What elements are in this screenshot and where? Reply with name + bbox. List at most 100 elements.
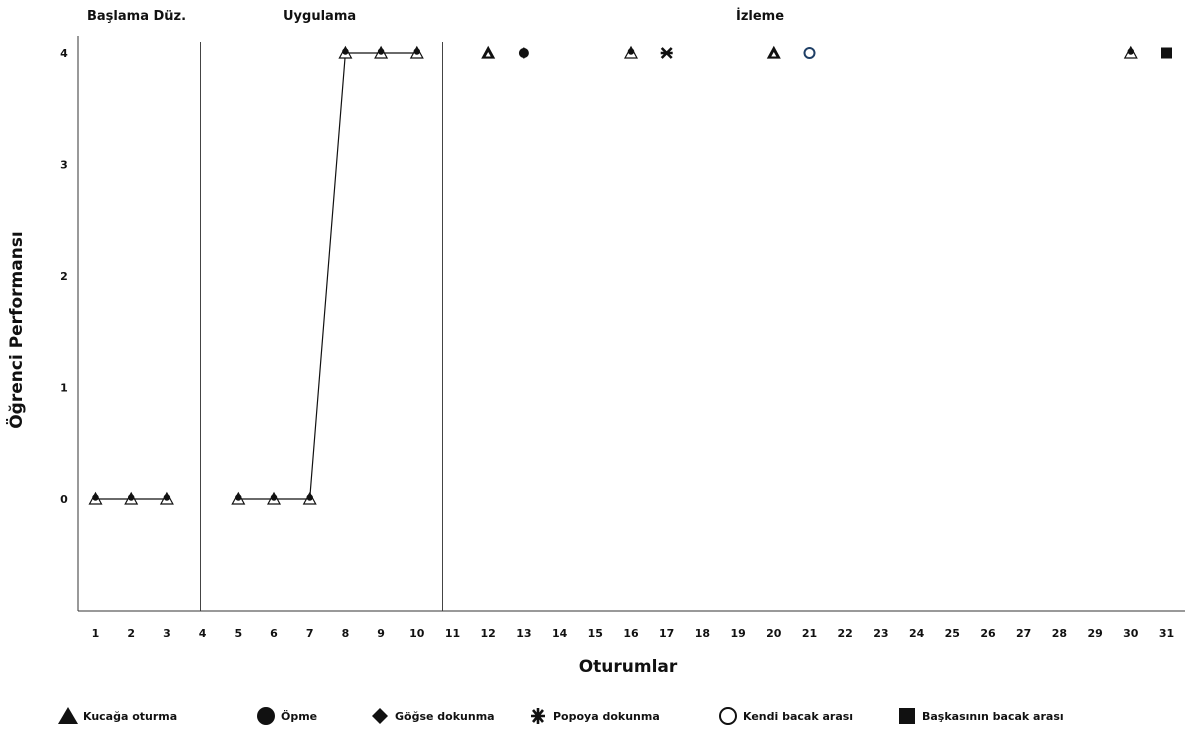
legend-item: Popoya dokunma — [531, 708, 660, 724]
x-tick-label: 21 — [802, 627, 817, 640]
inner-shape — [485, 52, 491, 57]
dot-shape — [1127, 48, 1135, 55]
data-point — [660, 47, 673, 59]
x-tick-label: 29 — [1087, 627, 1102, 640]
data-point — [266, 491, 282, 505]
x-tick-label: 6 — [270, 627, 278, 640]
y-tick-labels: 0 1 2 3 4 — [60, 47, 68, 506]
phase-label: Başlama Düz. — [87, 9, 186, 24]
data-markers — [88, 45, 1172, 505]
x-tick-label: 3 — [163, 627, 171, 640]
data-point — [124, 491, 139, 505]
legend-label: Kendi bacak arası — [743, 710, 853, 723]
dot-shape — [342, 48, 349, 55]
x-tick-label: 27 — [1016, 627, 1031, 640]
y-tick-label: 0 — [60, 493, 68, 506]
legend-square-icon — [899, 708, 915, 724]
y-tick-label: 2 — [60, 270, 68, 283]
dot-shape — [270, 494, 278, 501]
x-tick-label: 1 — [92, 627, 100, 640]
inner-shape — [771, 52, 777, 57]
data-point — [803, 47, 816, 59]
legend: Kucağa oturma Öpme Göğse dokunma Popoya dok… — [58, 707, 1064, 725]
x-tick-labels: 1 2 3 4 5 6 7 8 9 10 11 12 13 14 15 16 17 18 19 20 21 22 23 24 2… — [92, 627, 1174, 640]
dot-shape — [92, 494, 99, 501]
data-point — [1161, 47, 1172, 59]
data-point — [1123, 45, 1138, 59]
x-tick-label: 4 — [199, 627, 207, 640]
data-point — [481, 45, 496, 59]
legend-item: Göğse dokunma — [372, 708, 495, 724]
data-point — [159, 491, 174, 505]
legend-label: Popoya dokunma — [553, 710, 660, 723]
series-lines — [95, 52, 417, 500]
data-point — [766, 45, 781, 59]
y-axis-title: Öğrenci Performansı — [5, 231, 27, 429]
x-tick-label: 19 — [730, 627, 745, 640]
data-point — [88, 491, 103, 505]
x-axis-title: Oturumlar — [579, 657, 678, 677]
x-tick-label: 9 — [377, 627, 385, 640]
legend-item: Kendi bacak arası — [719, 707, 853, 725]
legend-item: Öpme — [257, 707, 317, 725]
axes — [77, 36, 1185, 612]
phase-labels: Başlama Düz. Uygulama İzleme — [87, 8, 784, 24]
legend-label: Göğse dokunma — [395, 710, 495, 723]
dot-shape — [306, 494, 313, 501]
x-tick-label: 30 — [1123, 627, 1139, 640]
legend-label: Başkasının bacak arası — [922, 710, 1064, 723]
data-point — [374, 45, 389, 59]
dot-shape — [413, 48, 420, 55]
series-line — [238, 52, 417, 500]
x-tick-label: 8 — [342, 627, 350, 640]
x-tick-label: 28 — [1052, 627, 1067, 640]
diamond-shape — [519, 47, 528, 59]
x-tick-label: 22 — [838, 627, 853, 640]
x-tick-label: 10 — [409, 627, 425, 640]
legend-diamond-icon — [372, 708, 388, 724]
star-shape — [660, 47, 673, 59]
x-tick-label: 25 — [945, 627, 960, 640]
data-point — [409, 45, 424, 59]
dot-shape — [377, 48, 385, 55]
legend-star-icon — [531, 708, 545, 724]
data-point — [623, 45, 639, 59]
phase-change-lines — [200, 42, 443, 611]
x-tick-label: 12 — [481, 627, 496, 640]
legend-item: Başkasının bacak arası — [899, 708, 1064, 724]
square-shape — [1161, 47, 1172, 59]
legend-open-circle-icon — [719, 707, 737, 725]
x-tick-label: 14 — [552, 627, 568, 640]
data-point — [231, 491, 246, 505]
y-tick-label: 1 — [60, 382, 68, 395]
x-tick-label: 20 — [766, 627, 782, 640]
legend-label: Öpme — [281, 709, 317, 723]
dot-shape — [235, 494, 242, 501]
data-point — [518, 47, 529, 59]
x-tick-label: 16 — [623, 627, 639, 640]
phase-label: İzleme — [736, 8, 784, 24]
x-tick-label: 15 — [588, 627, 603, 640]
legend-triangle-icon — [58, 707, 78, 724]
dot-shape — [163, 494, 171, 501]
x-tick-label: 5 — [234, 627, 242, 640]
data-point — [302, 491, 317, 505]
legend-item: Kucağa oturma — [58, 707, 177, 724]
legend-label: Kucağa oturma — [83, 710, 177, 723]
x-tick-label: 18 — [695, 627, 710, 640]
x-tick-label: 23 — [873, 627, 888, 640]
x-tick-label: 24 — [909, 627, 925, 640]
x-tick-label: 26 — [980, 627, 996, 640]
x-tick-label: 7 — [306, 627, 314, 640]
legend-circle-icon — [257, 707, 275, 725]
x-tick-label: 13 — [516, 627, 531, 640]
y-tick-label: 3 — [60, 159, 68, 172]
phase-label: Uygulama — [283, 9, 356, 24]
x-tick-label: 31 — [1159, 627, 1174, 640]
y-tick-label: 4 — [60, 47, 68, 60]
dot-shape — [128, 494, 135, 501]
open-circle-shape — [803, 47, 816, 59]
data-point — [338, 45, 353, 59]
dot-shape — [627, 48, 635, 55]
